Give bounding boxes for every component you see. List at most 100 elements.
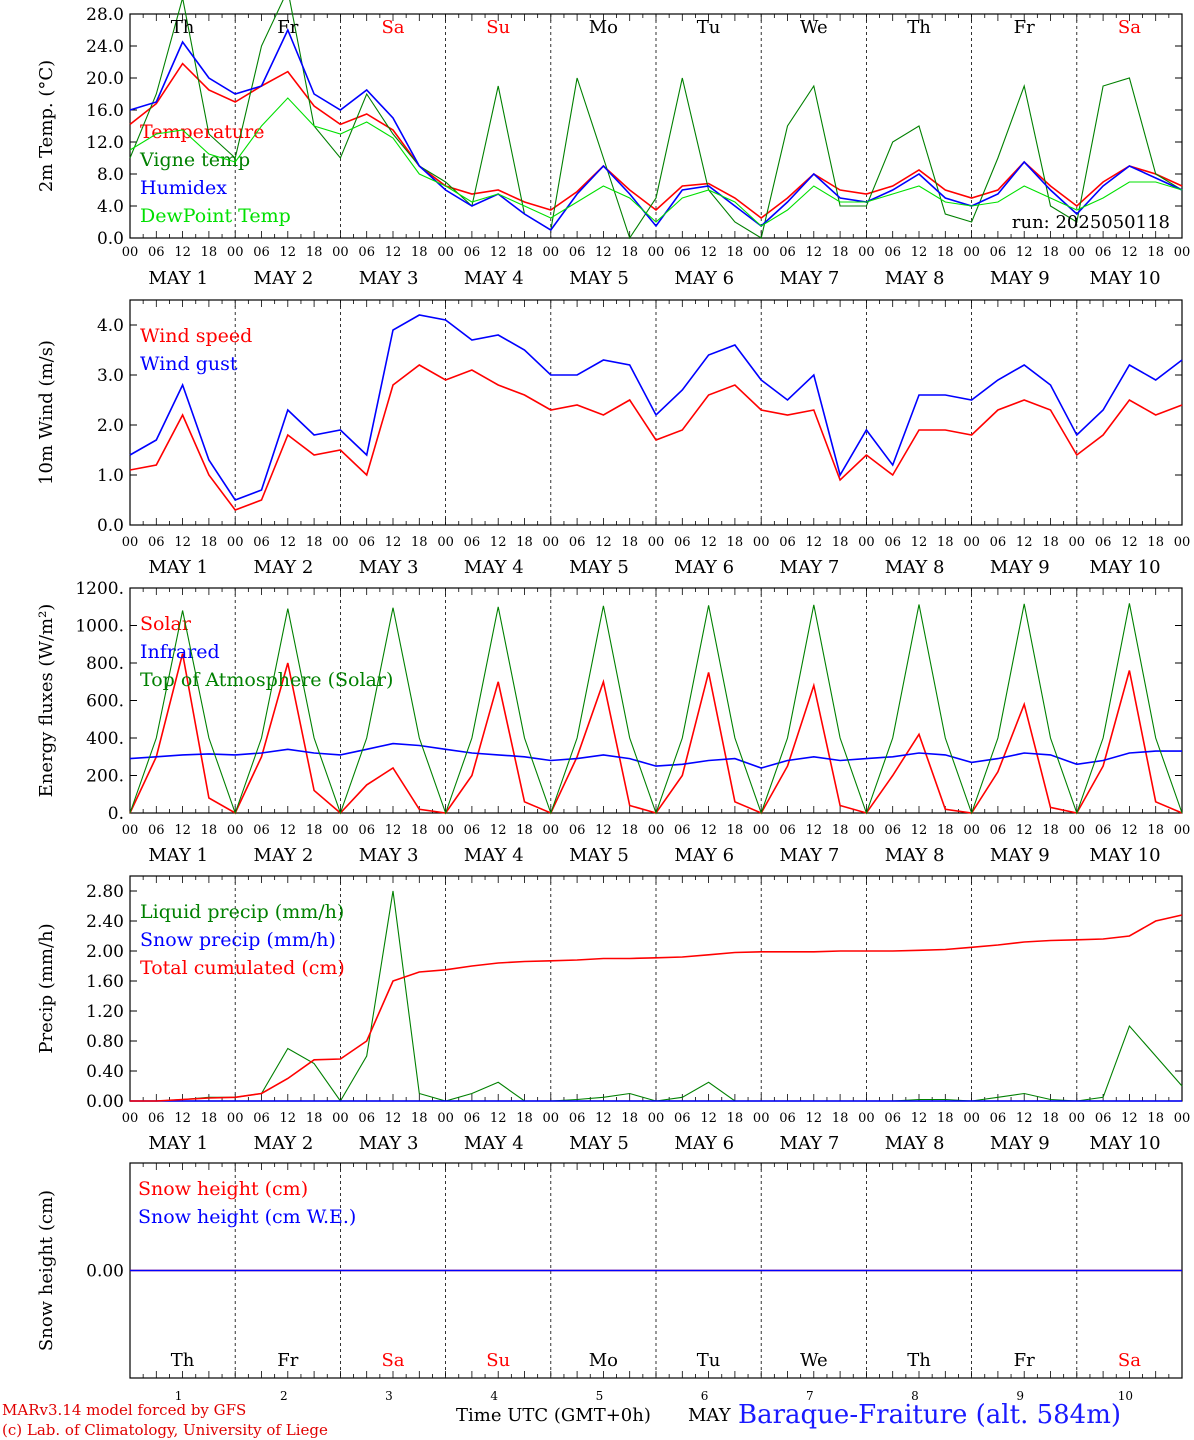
date-label: MAY 10 [1089,1133,1160,1154]
date-label: MAY 3 [359,845,419,866]
hour-tick-label: 18 [516,245,533,260]
y-tick-label: 600. [86,692,124,712]
date-label: MAY 2 [254,1133,314,1154]
y-axis-label: 2m Temp. (°C) [36,60,57,192]
date-label: MAY 9 [990,268,1050,289]
hour-tick-label: 06 [884,245,901,260]
day-number: 4 [490,1389,498,1403]
legend-entry: Top of Atmosphere (Solar) [140,669,393,691]
day-name-bottom: Th [171,1350,195,1371]
y-tick-label: 800. [86,654,124,674]
hour-tick-label: 06 [1095,1111,1112,1126]
hour-tick-label: 18 [411,823,428,838]
hour-tick-label: 12 [1121,1111,1138,1126]
hour-tick-label: 12 [1121,823,1138,838]
hour-tick-label: 12 [280,1111,297,1126]
hour-tick-label: 00 [227,1111,244,1126]
hour-tick-label: 06 [464,823,481,838]
hour-tick-label: 06 [990,535,1007,550]
hour-tick-label: 18 [937,1111,954,1126]
hour-tick-label: 00 [437,1111,454,1126]
day-name-top: Sa [1118,17,1141,38]
day-name-bottom: Th [907,1350,931,1371]
hour-tick-label: 00 [858,823,875,838]
series-line-vigne-temp [129,0,1183,240]
day-number: 7 [806,1389,814,1403]
hour-tick-label: 12 [385,245,402,260]
hour-tick-label: 18 [621,535,638,550]
hour-tick-label: 06 [358,245,375,260]
date-label: MAY 3 [359,557,419,578]
hour-tick-label: 12 [911,245,928,260]
day-name-bottom: We [800,1350,828,1371]
hour-tick-label: 06 [674,535,691,550]
hour-tick-label: 00 [648,245,665,260]
y-tick-label: 4.0 [97,316,124,336]
hour-tick-label: 00 [227,245,244,260]
y-tick-label: 0.0 [97,229,124,249]
hour-tick-label: 00 [332,823,349,838]
y-tick-label: 3.0 [97,366,124,386]
hour-tick-label: 12 [700,245,717,260]
date-label: MAY 5 [569,1133,629,1154]
day-number: 6 [701,1389,709,1403]
hour-tick-label: 18 [1147,245,1164,260]
hour-tick-label: 06 [253,245,270,260]
hour-tick-label: 18 [306,245,323,260]
y-tick-label: 20.0 [86,69,124,89]
hour-tick-label: 06 [253,823,270,838]
hour-tick-label: 06 [1095,535,1112,550]
hour-tick-label: 12 [911,1111,928,1126]
hour-tick-label: 06 [1095,245,1112,260]
hour-tick-label: 00 [753,1111,770,1126]
y-tick-label: 1000. [75,617,124,637]
hour-tick-label: 18 [411,535,428,550]
hour-tick-label: 18 [1042,823,1059,838]
hour-tick-label: 18 [306,535,323,550]
date-label: MAY 7 [780,268,840,289]
date-label: MAY 7 [780,1133,840,1154]
hour-tick-label: 18 [621,245,638,260]
hour-tick-label: 18 [201,245,218,260]
hour-tick-label: 18 [516,535,533,550]
legend-entry: Humidex [140,177,227,199]
hour-tick-label: 18 [1147,823,1164,838]
date-label: MAY 8 [885,557,945,578]
hour-tick-label: 12 [700,823,717,838]
day-name-bottom: Mo [589,1350,618,1371]
day-name-bottom: Fr [1014,1350,1035,1371]
date-label: MAY 2 [254,268,314,289]
date-label: MAY 7 [780,557,840,578]
hour-tick-label: 18 [727,1111,744,1126]
hour-tick-label: 00 [963,823,980,838]
hour-tick-label: 06 [148,245,165,260]
day-name-top: Sa [381,17,404,38]
date-label: MAY 4 [464,845,524,866]
hour-tick-label: 06 [884,823,901,838]
hour-tick-label: 12 [1016,1111,1033,1126]
series-line-humidex [129,28,1183,232]
hour-tick-label: 00 [437,535,454,550]
hour-tick-label: 12 [1016,245,1033,260]
date-label: MAY 4 [464,557,524,578]
hour-tick-label: 06 [779,823,796,838]
day-number: 3 [385,1389,393,1403]
hour-tick-label: 18 [1042,245,1059,260]
hour-tick-label: 00 [858,535,875,550]
x-axis-title: Time UTC (GMT+0h) [456,1405,651,1426]
day-number: 1 [175,1389,183,1403]
date-label: MAY 6 [674,268,734,289]
hour-tick-label: 00 [332,245,349,260]
hour-tick-label: 00 [1069,823,1086,838]
hour-tick-label: 06 [148,535,165,550]
date-label: MAY 8 [885,1133,945,1154]
date-label: MAY 4 [464,268,524,289]
x-axis-month: MAY [688,1405,731,1426]
date-label: MAY 1 [148,845,208,866]
credits: MARv3.14 model forced by GFS (c) Lab. of… [2,1400,328,1440]
run-label: run: 2025050118 [1012,212,1170,233]
hour-tick-label: 12 [280,535,297,550]
hour-tick-label: 12 [595,245,612,260]
hour-tick-label: 06 [884,1111,901,1126]
